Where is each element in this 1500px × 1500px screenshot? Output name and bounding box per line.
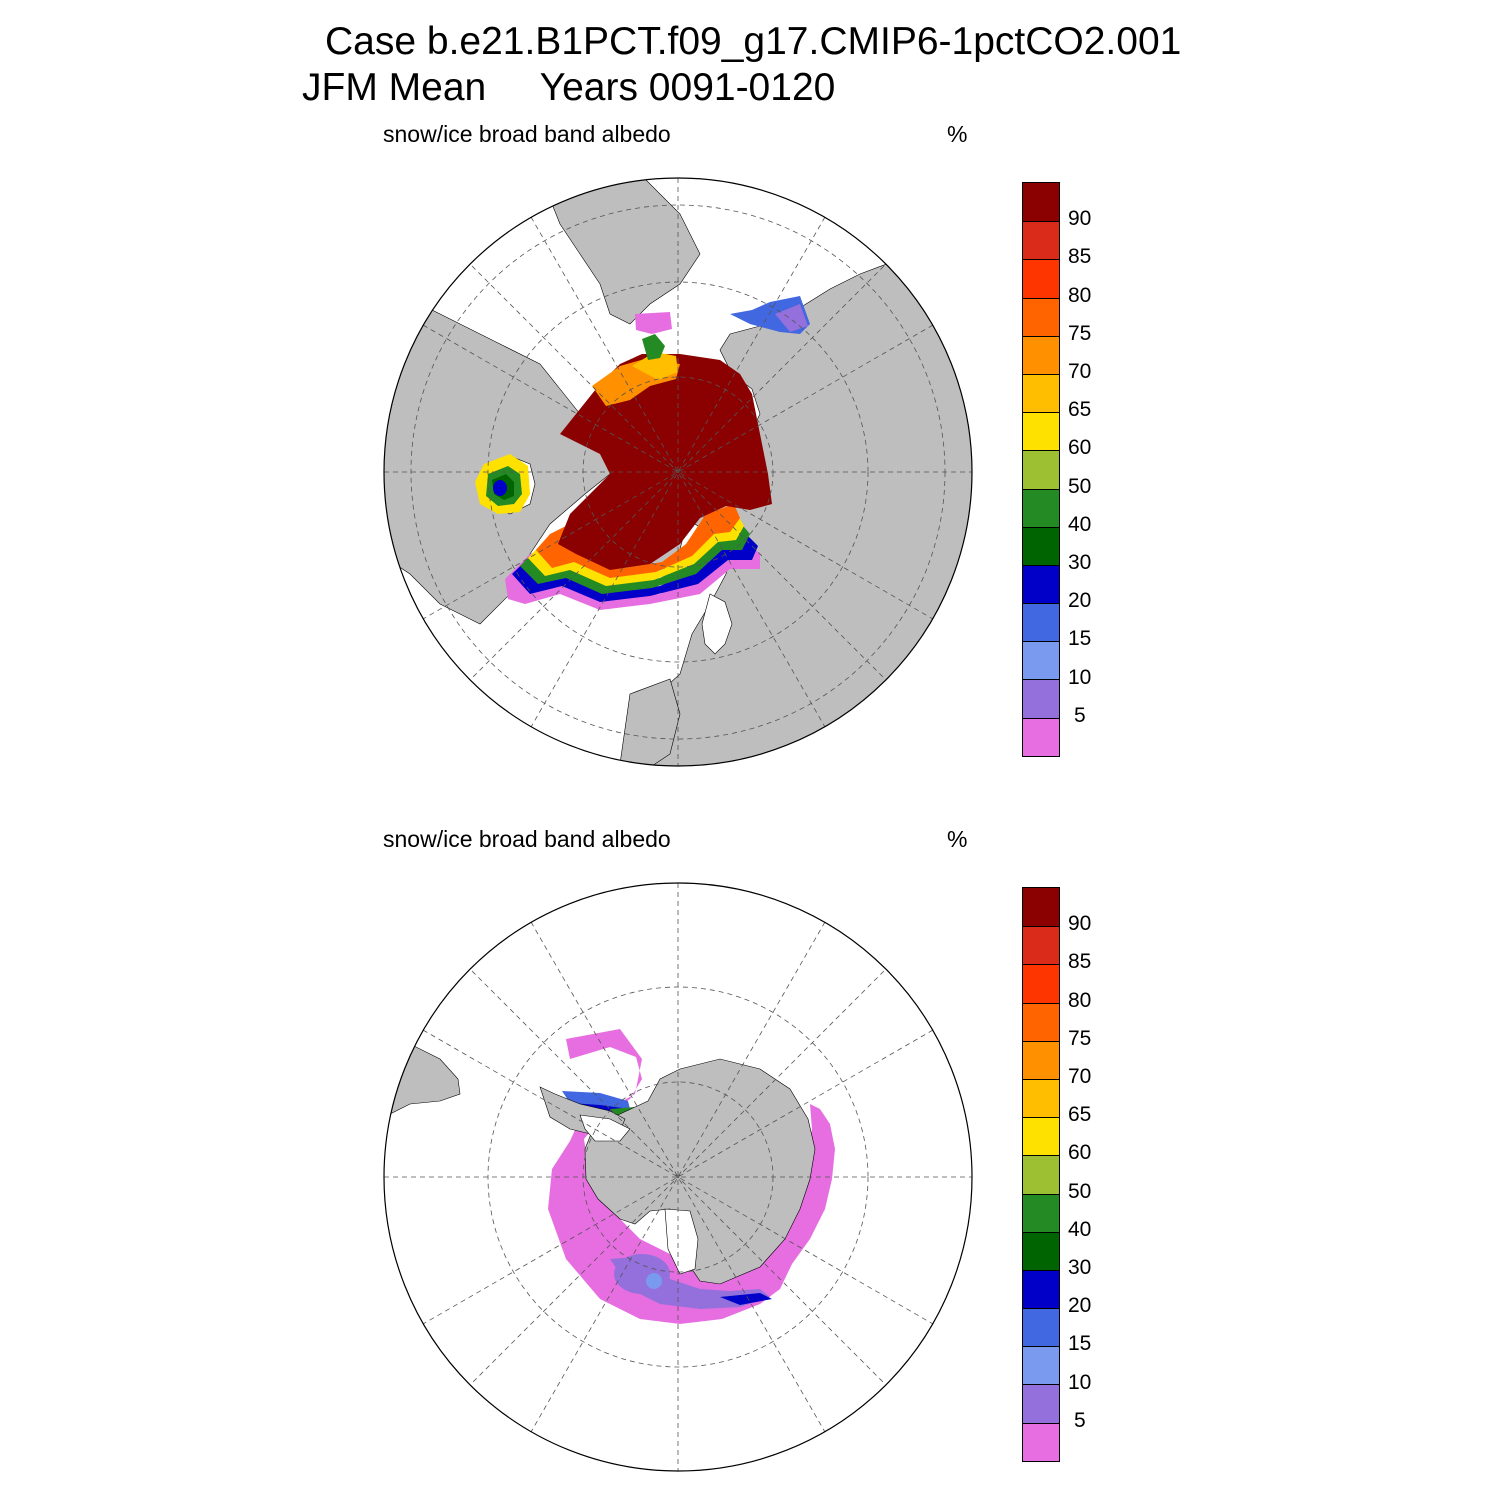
colorbar-level-label: 15: [1068, 1332, 1092, 1356]
nh-land-scandinavia: [701, 593, 733, 655]
colorbar-cell: [1023, 564, 1059, 604]
colorbar-cell: [1023, 1308, 1059, 1347]
colorbar-cell: [1023, 259, 1059, 298]
colorbar-cell: [1023, 1231, 1059, 1270]
colorbar-cell: [1023, 412, 1059, 451]
colorbar-cell: [1023, 1155, 1059, 1194]
nh-polar-map: [383, 177, 973, 767]
colorbar-cell: [1023, 926, 1059, 965]
sh-land-antarctica: [584, 1058, 816, 1285]
colorbar-level-label: 90: [1068, 912, 1092, 936]
panel-nh-variable-label: snow/ice broad band albedo: [383, 121, 671, 147]
colorbar-cell: [1023, 183, 1059, 222]
colorbar-cell: [1023, 488, 1059, 527]
sh-polar-map: [383, 882, 973, 1472]
nh-colorbar: [1022, 182, 1060, 757]
sh-weddell-embayment: [579, 1114, 631, 1142]
colorbar-cell: [1023, 335, 1059, 374]
colorbar-level-label: 5: [1074, 703, 1086, 727]
colorbar-level-label: 75: [1068, 1026, 1092, 1050]
figure-title-line1: Case b.e21.B1PCT.f09_g17.CMIP6-1pctCO2.0…: [325, 20, 1182, 63]
sh-map-border: [383, 882, 973, 1472]
nh-map-border: [383, 177, 973, 767]
colorbar-level-label: 75: [1068, 321, 1092, 345]
panel-sh-variable-label: snow/ice broad band albedo: [383, 826, 671, 852]
colorbar-cell: [1023, 1040, 1059, 1079]
colorbar-level-label: 30: [1068, 1256, 1092, 1279]
colorbar-cell: [1023, 1193, 1059, 1232]
colorbar-cell: [1023, 964, 1059, 1003]
colorbar-cell: [1023, 1422, 1059, 1461]
colorbar-cell: [1023, 603, 1059, 642]
colorbar-level-label: 40: [1068, 512, 1092, 536]
colorbar-level-label: 65: [1068, 398, 1092, 422]
colorbar-cell: [1023, 526, 1059, 565]
colorbar-level-label: 70: [1068, 360, 1092, 383]
colorbar-cell: [1023, 717, 1059, 756]
colorbar-level-label: 80: [1068, 988, 1092, 1012]
colorbar-cell: [1023, 679, 1059, 718]
colorbar-level-label: 50: [1068, 1179, 1092, 1203]
colorbar-level-label: 40: [1068, 1217, 1092, 1241]
colorbar-level-label: 20: [1068, 1294, 1092, 1318]
colorbar-cell: [1023, 1269, 1059, 1309]
colorbar-level-label: 80: [1068, 283, 1092, 307]
colorbar-level-label: 10: [1068, 1370, 1092, 1394]
colorbar-cell: [1023, 221, 1059, 260]
nh-graticule: [384, 178, 972, 766]
colorbar-level-label: 5: [1074, 1408, 1086, 1432]
colorbar-cell: [1023, 888, 1059, 927]
sh-ross-embayment: [664, 1208, 699, 1275]
colorbar-level-label: 50: [1068, 474, 1092, 498]
colorbar-cell: [1023, 1117, 1059, 1156]
colorbar-cell: [1023, 1346, 1059, 1385]
colorbar-level-label: 85: [1068, 950, 1092, 974]
colorbar-cell: [1023, 1078, 1059, 1118]
colorbar-level-label: 20: [1068, 589, 1092, 613]
sh-graticule: [384, 883, 972, 1471]
colorbar-cell: [1023, 450, 1059, 489]
colorbar-cell: [1023, 1384, 1059, 1423]
panel-nh-units-label: %: [947, 121, 968, 147]
nh-ice-field: [475, 296, 810, 610]
colorbar-level-label: 85: [1068, 245, 1092, 269]
colorbar-cell: [1023, 1002, 1059, 1041]
panel-sh-units-label: %: [947, 826, 968, 852]
colorbar-cell: [1023, 641, 1059, 680]
colorbar-level-label: 15: [1068, 627, 1092, 651]
sh-colorbar: [1022, 887, 1060, 1462]
colorbar-level-label: 60: [1068, 1141, 1092, 1165]
colorbar-cell: [1023, 373, 1059, 413]
colorbar-level-label: 70: [1068, 1065, 1092, 1088]
figure-title-line2: JFM Mean Years 0091-0120: [302, 66, 836, 109]
colorbar-level-label: 60: [1068, 436, 1092, 460]
colorbar-level-label: 90: [1068, 207, 1092, 231]
colorbar-level-label: 10: [1068, 665, 1092, 689]
colorbar-level-label: 30: [1068, 551, 1092, 574]
colorbar-level-label: 65: [1068, 1103, 1092, 1127]
colorbar-cell: [1023, 297, 1059, 336]
